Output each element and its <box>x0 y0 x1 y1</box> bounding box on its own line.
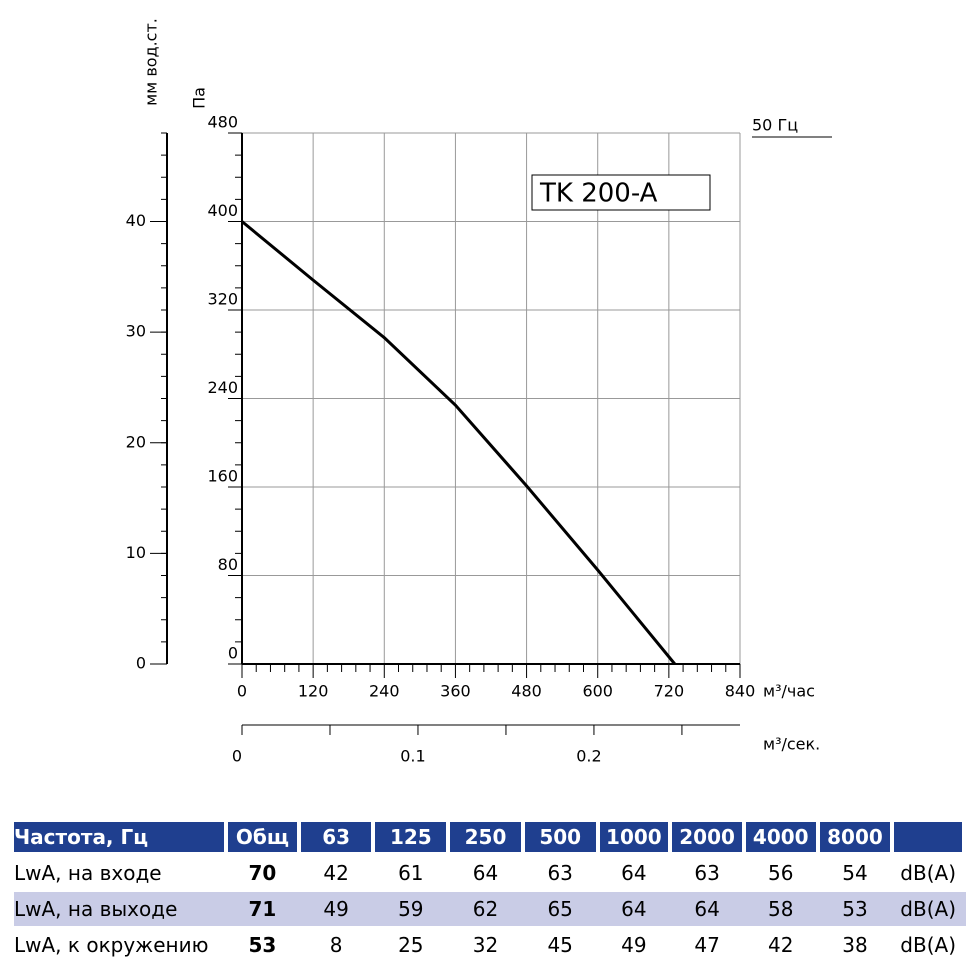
curve-name: TK 200-A <box>539 179 658 209</box>
table-cell: 65 <box>547 897 573 921</box>
table-cell: 64 <box>621 861 647 885</box>
x-tick-label: 480 <box>511 682 542 701</box>
header-cell: 8000 <box>819 822 891 852</box>
table-cell: 70 <box>248 861 277 885</box>
table-cell: 64 <box>621 897 647 921</box>
header-cell: 2000 <box>672 822 742 852</box>
table-row: LwA, на выходе 71 49 59 62 65 64 64 58 53 dB(A) <box>14 892 966 926</box>
curve-name-box <box>531 174 711 211</box>
x-tick-label: 240 <box>369 682 400 701</box>
table: Частота, Гц Общ 63 125 250 500 1000 2000 4000 800… <box>14 820 966 962</box>
header-cell <box>894 822 962 852</box>
y-tick-label: 0 <box>228 644 238 663</box>
frequency-label: 50 Гц <box>752 116 798 135</box>
y-tick-label: 160 <box>207 467 238 486</box>
y2-axis-label: мм вод.ст. <box>142 18 161 106</box>
x-tick-label: 120 <box>298 682 329 701</box>
table-cell: LwA, на выходе <box>14 897 178 921</box>
y-tick-label: 80 <box>218 555 238 574</box>
table-cell: 42 <box>768 933 794 957</box>
table-cell: 53 <box>248 933 277 957</box>
header-cell: 63 <box>300 822 372 852</box>
table-header: Частота, Гц Общ 63 125 250 500 1000 2000 4000 800… <box>14 820 966 854</box>
y2-tick-label: 40 <box>126 211 146 230</box>
header-cell: 1000 <box>599 822 669 852</box>
x2-tick-label: 0.2 <box>576 747 601 766</box>
x2-tick-label: 0.1 <box>400 747 425 766</box>
table-cell: 59 <box>398 897 424 921</box>
table-cell: 49 <box>621 933 647 957</box>
table-cell: 62 <box>472 897 499 921</box>
x-tick-label: 0 <box>237 682 247 701</box>
y-tick-label: 240 <box>207 378 238 397</box>
table-cell: 64 <box>472 861 499 885</box>
x2-axis-label: м³/сек. <box>763 735 820 754</box>
y-tick-label: 400 <box>207 201 238 220</box>
y-axis-label: Па <box>190 87 209 109</box>
table-cell: 54 <box>842 861 868 885</box>
y2-tick-label: 0 <box>136 654 146 673</box>
table-row: LwA, к окружению 53 8 25 32 45 49 47 42 38 dB(A) <box>14 928 966 962</box>
header-cell: 125 <box>375 822 447 852</box>
table-row: LwA, на входе 70 42 61 64 63 64 63 56 54 dB(A) <box>14 856 966 890</box>
y2-tick-label: 20 <box>126 432 146 451</box>
table-cell: 49 <box>323 897 349 921</box>
header-cell: 500 <box>524 822 596 852</box>
table-cell: dB(A) <box>900 933 956 957</box>
table-cell: dB(A) <box>900 861 956 885</box>
table-cell: 45 <box>547 933 573 957</box>
table-cell: 53 <box>842 897 868 921</box>
x-axis-label: м³/час <box>763 682 815 701</box>
y2-tick-label: 10 <box>126 543 146 562</box>
table-cell: 61 <box>398 861 424 885</box>
table-cell: dB(A) <box>900 897 956 921</box>
table-cell: 63 <box>694 861 720 885</box>
x-tick-label: 720 <box>654 682 685 701</box>
header-cell: Общ <box>228 822 297 852</box>
y2-tick-label: 30 <box>126 322 146 341</box>
table-cell: 63 <box>547 861 573 885</box>
table-cell: 58 <box>768 897 794 921</box>
table-cell: 42 <box>323 861 349 885</box>
curve <box>241 220 676 665</box>
table-cell: LwA, к окружению <box>14 933 209 957</box>
table-cell: 64 <box>694 897 720 921</box>
x-tick-label: 840 <box>725 682 756 701</box>
y-tick-label: 480 <box>207 113 238 132</box>
x2-tick-label: 0 <box>232 747 242 766</box>
table-cell: 71 <box>248 897 277 921</box>
header-cell: 4000 <box>745 822 816 852</box>
table-cell: 8 <box>329 933 343 957</box>
table-cell: 25 <box>398 933 424 957</box>
header-cell: Частота, Гц <box>14 822 225 852</box>
x-tick-label: 360 <box>440 682 471 701</box>
y-tick-label: 320 <box>207 290 238 309</box>
table-cell: 38 <box>842 933 868 957</box>
table-cell: 56 <box>768 861 794 885</box>
table-cell: LwA, на входе <box>14 861 162 885</box>
table-cell: 47 <box>694 933 720 957</box>
table-cell: 32 <box>472 933 499 957</box>
header-cell: 250 <box>450 822 521 852</box>
x-tick-label: 600 <box>582 682 613 701</box>
